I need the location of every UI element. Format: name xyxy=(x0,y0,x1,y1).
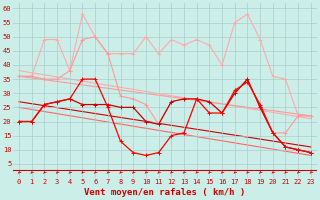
X-axis label: Vent moyen/en rafales ( km/h ): Vent moyen/en rafales ( km/h ) xyxy=(84,188,245,197)
